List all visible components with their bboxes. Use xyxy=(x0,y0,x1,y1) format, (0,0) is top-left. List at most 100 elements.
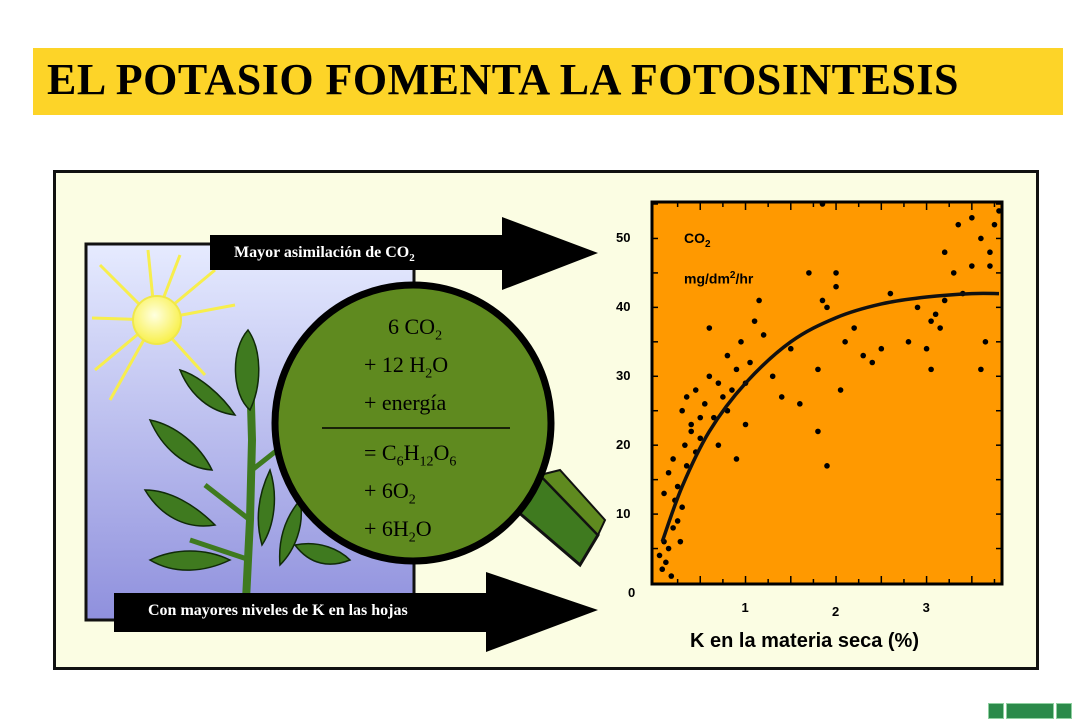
data-point xyxy=(738,339,744,345)
data-point xyxy=(724,352,731,359)
page-title: EL POTASIO FOMENTA LA FOTOSINTESIS xyxy=(47,55,959,104)
data-point xyxy=(706,373,713,380)
equation-line-glucose: = C6H12O6 xyxy=(364,440,457,470)
data-point xyxy=(778,394,785,400)
y-tick-label: 10 xyxy=(616,506,631,522)
data-point xyxy=(969,214,975,221)
data-point xyxy=(833,283,839,290)
data-point xyxy=(932,311,939,318)
y-tick-label: 0 xyxy=(628,585,636,600)
chart-points xyxy=(656,201,1002,579)
top-arrow xyxy=(210,217,598,290)
data-point xyxy=(751,318,758,324)
chart-ylabel: CO2 xyxy=(684,230,711,250)
equation-line-water-out: + 6H2O xyxy=(364,516,432,546)
data-point xyxy=(706,325,713,331)
data-point xyxy=(991,221,998,228)
data-point xyxy=(905,339,912,345)
plant-icon xyxy=(143,328,352,601)
data-point xyxy=(878,345,885,352)
data-point xyxy=(670,525,676,531)
bottom-arrow-label: Con mayores niveles de K en las hojas xyxy=(148,602,408,619)
data-point xyxy=(941,249,948,256)
trend-line xyxy=(660,291,1000,543)
data-point xyxy=(950,270,957,276)
equation-line-water: + 12 H2O xyxy=(364,352,449,382)
data-point xyxy=(720,394,726,400)
data-point xyxy=(851,325,857,331)
data-point xyxy=(819,201,826,207)
magnifier-lens xyxy=(271,281,555,565)
data-point xyxy=(955,221,962,228)
data-point xyxy=(701,401,708,407)
data-point xyxy=(683,394,690,400)
data-point xyxy=(683,463,690,469)
data-point xyxy=(769,373,776,380)
data-point xyxy=(688,421,695,428)
data-point xyxy=(697,435,704,442)
equation-line-energy: + energía xyxy=(364,390,447,415)
data-point xyxy=(787,345,794,352)
data-point xyxy=(887,290,894,297)
data-point xyxy=(742,421,749,428)
footer-icon-left xyxy=(988,703,1004,719)
footer-logo-mark xyxy=(1006,703,1054,719)
data-point xyxy=(674,518,681,524)
data-point xyxy=(688,428,695,435)
data-point xyxy=(941,297,948,304)
data-point xyxy=(665,469,672,476)
data-point xyxy=(824,463,830,469)
data-point xyxy=(969,263,975,269)
chart-ticks xyxy=(652,202,1002,584)
x-tick-label: 1 xyxy=(741,600,749,615)
equation-line-oxygen: + 6O2 xyxy=(364,478,416,508)
top-arrow-label: Mayor asimilación de CO2 xyxy=(234,244,415,265)
data-point xyxy=(815,366,821,373)
photosynthesis-chart xyxy=(650,200,1004,586)
data-point xyxy=(819,297,826,304)
data-point xyxy=(663,559,669,566)
data-point xyxy=(833,270,839,276)
data-point xyxy=(978,235,984,242)
data-point xyxy=(692,387,699,393)
data-point xyxy=(837,387,844,393)
data-point xyxy=(797,401,803,407)
bottom-arrow xyxy=(114,572,598,652)
data-point xyxy=(842,339,848,345)
data-point xyxy=(668,573,675,579)
footer-logo xyxy=(988,703,1072,719)
data-point xyxy=(914,304,921,311)
title-banner: EL POTASIO FOMENTA LA FOTOSINTESIS xyxy=(33,48,1063,115)
data-point xyxy=(677,538,684,545)
data-point xyxy=(860,352,867,359)
data-point xyxy=(824,304,830,311)
chart-xlabel: K en la materia seca (%) xyxy=(690,630,919,652)
y-tick-label: 20 xyxy=(616,437,631,453)
data-point xyxy=(679,504,685,511)
data-point xyxy=(656,552,663,559)
data-point xyxy=(733,366,740,373)
data-point xyxy=(987,249,993,256)
data-point xyxy=(659,566,666,573)
x-tick-label: 2 xyxy=(832,604,840,619)
data-point xyxy=(661,490,667,497)
equation-line-co2: 6 CO2 xyxy=(388,314,443,344)
data-point xyxy=(815,428,821,435)
data-point xyxy=(923,345,930,352)
data-point xyxy=(697,414,704,421)
data-point xyxy=(806,270,812,276)
data-point xyxy=(674,483,681,490)
data-point xyxy=(733,456,740,462)
y-tick-label: 40 xyxy=(616,299,631,315)
data-point xyxy=(928,318,934,324)
footer-icon-right xyxy=(1056,703,1072,719)
data-point xyxy=(729,387,735,393)
y-tick-label: 50 xyxy=(616,230,631,246)
data-point xyxy=(756,297,762,304)
x-tick-label: 3 xyxy=(922,600,930,615)
chart-plot-area xyxy=(650,200,1004,586)
data-point xyxy=(928,366,934,373)
sun-icon xyxy=(132,295,182,345)
data-point xyxy=(665,545,672,552)
